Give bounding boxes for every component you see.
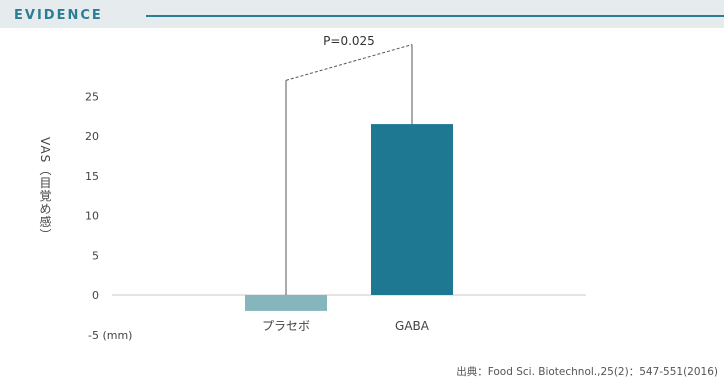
y-tick-label: 0 bbox=[92, 289, 99, 302]
bar-placebo bbox=[245, 295, 327, 311]
p-value-annotation: P=0.025 bbox=[323, 34, 375, 48]
y-axis-label: VAS（目覚め感） bbox=[38, 137, 52, 241]
y-tick-label: 10 bbox=[85, 210, 99, 223]
y-tick-label: 20 bbox=[85, 130, 99, 143]
source-citation: 出典：Food Sci. Biotechnol.,25(2)：547-551(2… bbox=[456, 366, 718, 378]
header-divider bbox=[146, 15, 724, 17]
bar-gaba bbox=[371, 124, 453, 295]
y-tick-label: -5 (mm) bbox=[88, 329, 132, 342]
y-tick-label: 5 bbox=[92, 249, 99, 262]
bracket-dashed-connector bbox=[285, 44, 413, 81]
y-tick-label: 25 bbox=[85, 90, 99, 103]
header-band bbox=[0, 0, 724, 28]
x-category-label: プラセボ bbox=[262, 319, 310, 333]
y-tick-label: 15 bbox=[85, 170, 99, 183]
x-category-label: GABA bbox=[395, 319, 430, 333]
section-label: EVIDENCE bbox=[14, 8, 103, 23]
